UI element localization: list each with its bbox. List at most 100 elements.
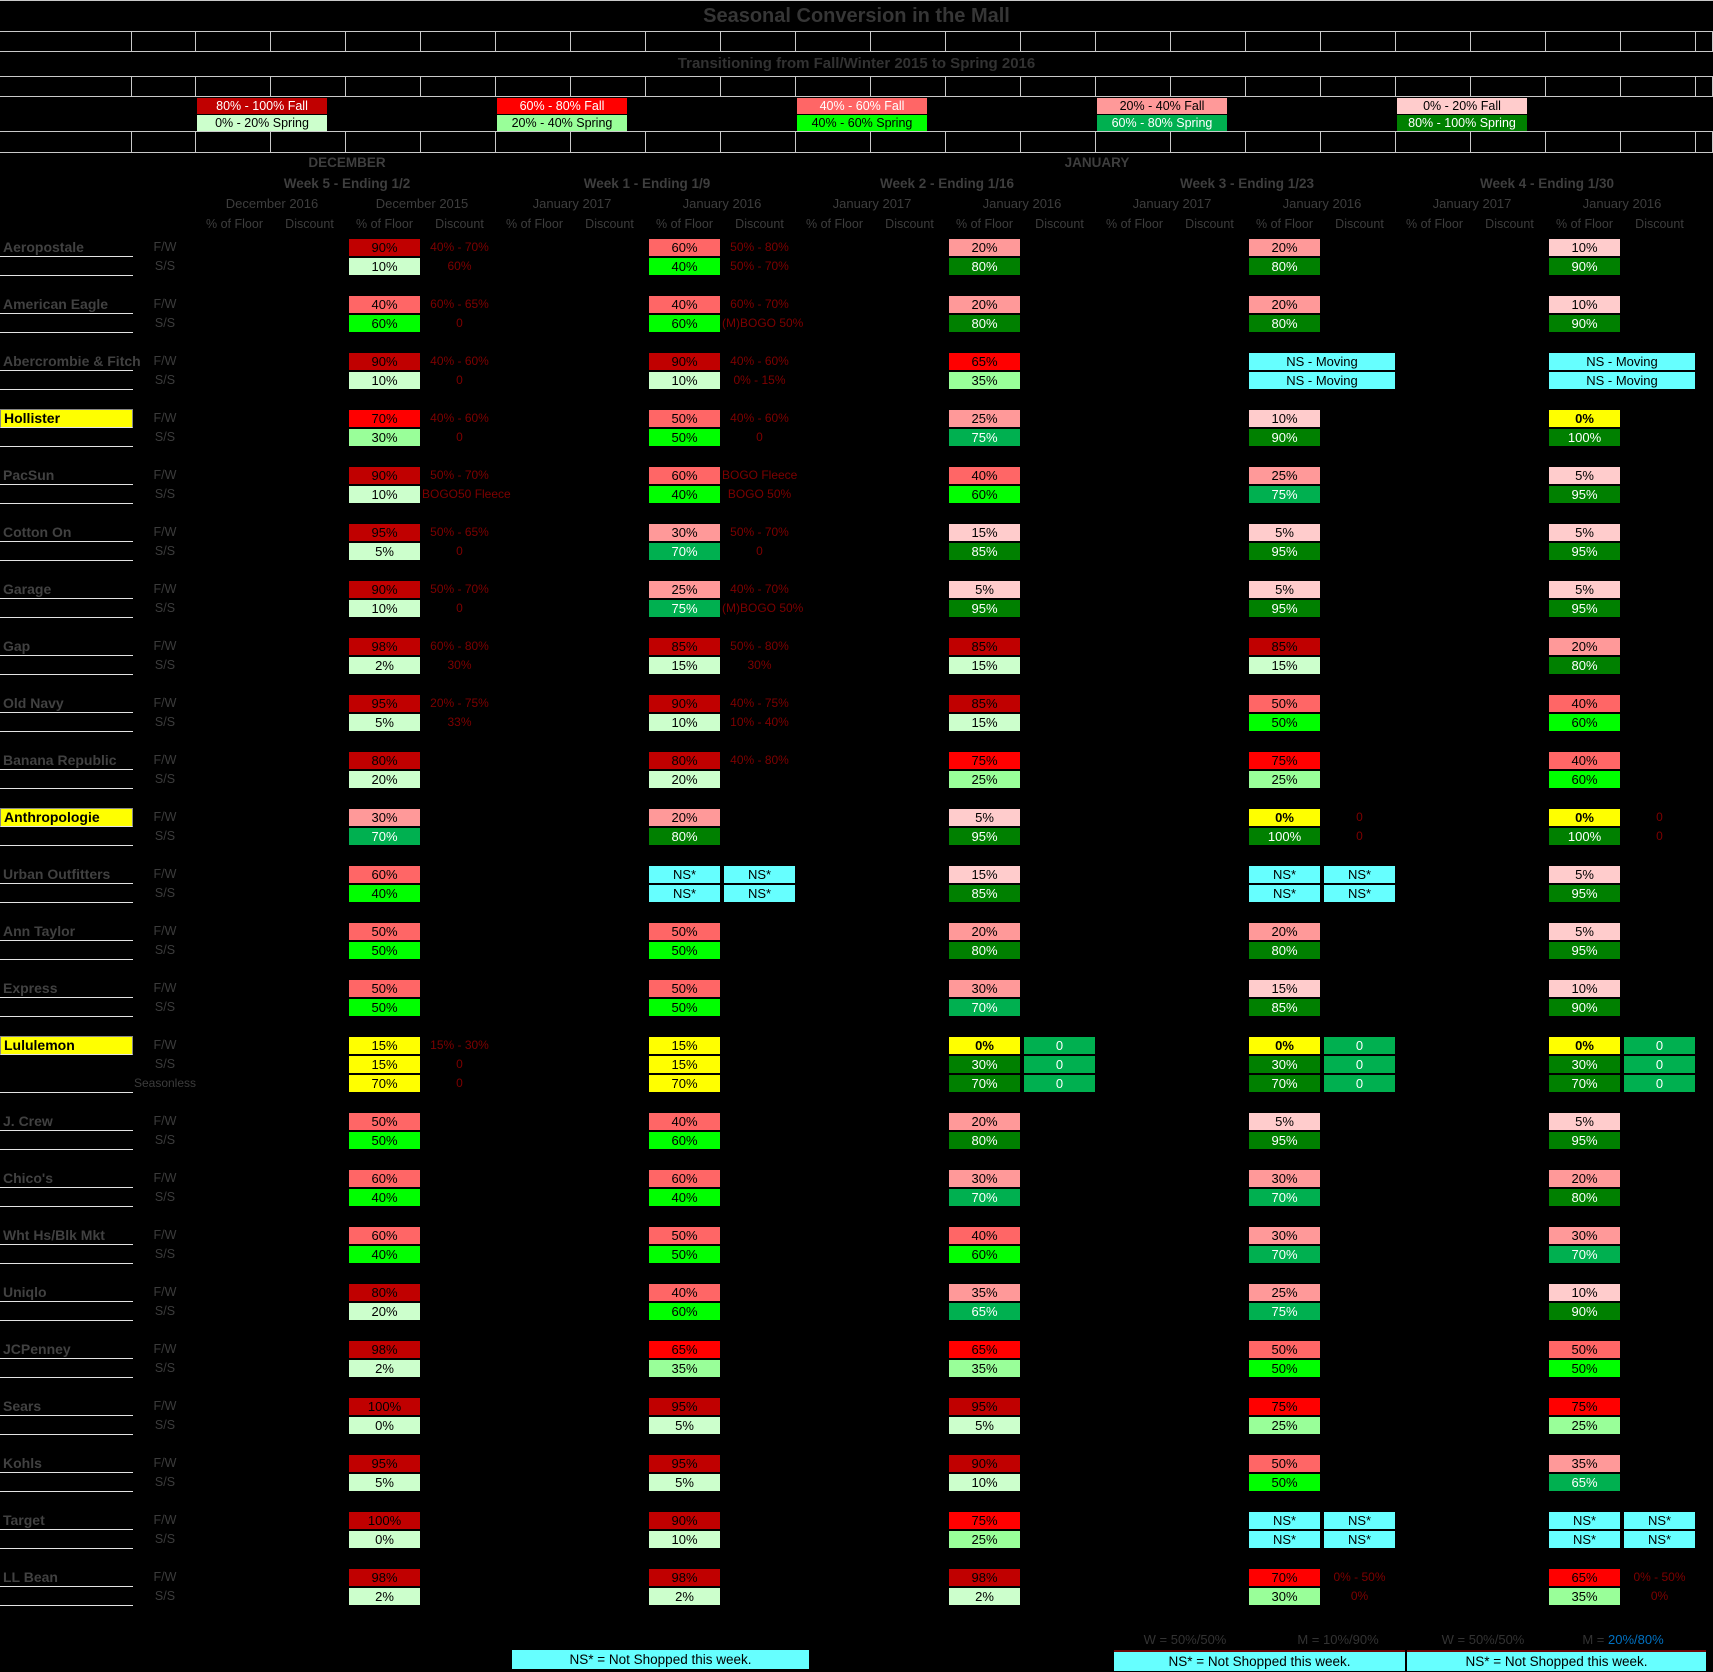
floor-cell[interactable]: 90% (1549, 315, 1620, 332)
floor-cell[interactable]: 10% (349, 372, 420, 389)
floor-cell[interactable]: 20% (1549, 1170, 1620, 1187)
floor-cell[interactable]: 40% (649, 296, 720, 313)
floor-cell[interactable]: 70% (1249, 1569, 1320, 1586)
discount-cell[interactable] (1622, 543, 1697, 560)
discount-cell[interactable] (722, 1588, 797, 1605)
discount-cell[interactable] (1022, 1512, 1097, 1529)
floor-cell[interactable]: 5% (949, 1417, 1020, 1434)
discount-cell[interactable] (422, 1588, 497, 1605)
brand-label[interactable] (0, 1074, 133, 1093)
discount-cell[interactable] (1322, 1284, 1397, 1301)
floor-cell[interactable]: 95% (1249, 543, 1320, 560)
brand-label[interactable]: LL Bean (0, 1568, 133, 1587)
floor-cell[interactable]: 100% (349, 1398, 420, 1415)
brand-label[interactable]: J. Crew (0, 1112, 133, 1131)
brand-label[interactable]: Abercrombie & Fitch (0, 352, 141, 371)
floor-cell[interactable]: 60% (649, 467, 720, 484)
floor-cell[interactable]: 100% (349, 1512, 420, 1529)
floor-cell[interactable]: 0% (1249, 1037, 1320, 1054)
floor-cell[interactable]: 35% (1549, 1588, 1620, 1605)
discount-cell[interactable] (722, 1227, 797, 1244)
floor-cell[interactable]: 95% (1549, 885, 1620, 902)
discount-cell[interactable] (422, 1170, 497, 1187)
floor-cell[interactable]: 90% (1549, 999, 1620, 1016)
discount-cell[interactable] (1022, 885, 1097, 902)
floor-cell[interactable]: 60% (349, 315, 420, 332)
discount-cell[interactable] (1322, 258, 1397, 275)
floor-cell[interactable]: 85% (649, 638, 720, 655)
discount-cell[interactable] (1322, 1189, 1397, 1206)
floor-cell[interactable]: 35% (949, 1284, 1020, 1301)
floor-cell[interactable]: 50% (1249, 1360, 1320, 1377)
discount-cell[interactable] (1022, 1417, 1097, 1434)
floor-cell[interactable]: 98% (349, 638, 420, 655)
ns-cell[interactable]: NS* (649, 885, 720, 902)
discount-cell[interactable] (1022, 1360, 1097, 1377)
brand-label[interactable]: Lululemon (0, 1036, 133, 1055)
floor-cell[interactable]: 2% (349, 1588, 420, 1605)
floor-cell[interactable]: 90% (349, 353, 420, 370)
floor-cell[interactable]: 15% (349, 1056, 420, 1073)
discount-cell[interactable] (1022, 714, 1097, 731)
floor-cell[interactable]: 50% (649, 980, 720, 997)
floor-cell[interactable]: 40% (949, 467, 1020, 484)
discount-cell[interactable] (1022, 657, 1097, 674)
discount-cell[interactable] (1322, 1113, 1397, 1130)
discount-cell[interactable] (722, 1512, 797, 1529)
discount-cell[interactable] (1622, 410, 1697, 427)
discount-cell[interactable]: 0 (1656, 829, 1663, 843)
discount-cell[interactable] (1022, 372, 1097, 389)
discount-cell[interactable] (1322, 1227, 1397, 1244)
floor-cell[interactable]: 30% (949, 980, 1020, 997)
floor-cell[interactable]: 50% (1249, 695, 1320, 712)
discount-cell[interactable] (1022, 942, 1097, 959)
floor-cell[interactable]: 50% (649, 923, 720, 940)
ns-cell[interactable]: NS* (1324, 885, 1395, 902)
discount-cell[interactable] (422, 1512, 497, 1529)
brand-label[interactable]: American Eagle (0, 295, 133, 314)
brand-label[interactable]: Urban Outfitters (0, 865, 133, 884)
discount-cell[interactable] (1622, 866, 1697, 883)
discount-cell[interactable]: 50% - 70% (430, 582, 489, 596)
discount-cell[interactable] (1622, 429, 1697, 446)
floor-cell[interactable]: 50% (649, 942, 720, 959)
discount-cell[interactable] (722, 1284, 797, 1301)
ns-cell[interactable]: NS* (1249, 1531, 1320, 1548)
floor-cell[interactable]: 40% (649, 1113, 720, 1130)
floor-cell[interactable]: 50% (1249, 1341, 1320, 1358)
discount-cell[interactable] (1322, 638, 1397, 655)
floor-cell[interactable]: 80% (1549, 657, 1620, 674)
floor-cell[interactable]: 40% (949, 1227, 1020, 1244)
brand-label[interactable] (0, 770, 133, 789)
discount-cell[interactable] (422, 1227, 497, 1244)
floor-cell[interactable]: 60% (649, 1170, 720, 1187)
floor-cell[interactable]: 20% (949, 923, 1020, 940)
discount-cell[interactable]: 0 (1356, 810, 1363, 824)
discount-cell[interactable] (722, 942, 797, 959)
discount-cell[interactable] (1022, 1531, 1097, 1548)
discount-cell[interactable] (1322, 771, 1397, 788)
discount-cell[interactable] (1322, 239, 1397, 256)
discount-cell[interactable] (1022, 543, 1097, 560)
floor-cell[interactable]: 95% (1549, 600, 1620, 617)
floor-cell[interactable]: 70% (649, 543, 720, 560)
discount-cell[interactable] (1322, 1170, 1397, 1187)
brand-label[interactable] (0, 1131, 133, 1150)
floor-cell[interactable]: 10% (1549, 239, 1620, 256)
ns-cell[interactable]: NS* (649, 866, 720, 883)
floor-cell[interactable]: 20% (649, 771, 720, 788)
discount-cell[interactable] (722, 1569, 797, 1586)
floor-cell[interactable]: 0% (349, 1417, 420, 1434)
discount-cell[interactable] (1622, 1455, 1697, 1472)
discount-cell[interactable] (1022, 752, 1097, 769)
floor-cell[interactable]: 5% (1549, 524, 1620, 541)
brand-label[interactable]: Sears (0, 1397, 133, 1416)
floor-cell[interactable]: 75% (949, 1512, 1020, 1529)
floor-cell[interactable]: 15% (649, 657, 720, 674)
discount-cell[interactable] (1622, 1189, 1697, 1206)
floor-cell[interactable]: 100% (1549, 828, 1620, 845)
discount-cell[interactable]: BOGO Fleece (722, 468, 798, 482)
discount-cell[interactable] (1022, 353, 1097, 370)
brand-label[interactable] (0, 1359, 133, 1378)
floor-cell[interactable]: 90% (349, 239, 420, 256)
